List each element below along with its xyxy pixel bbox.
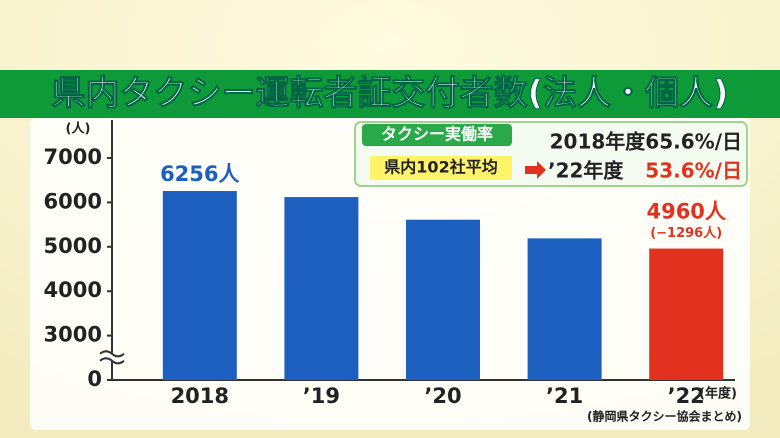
bar: [284, 197, 359, 380]
info-label-bg: [362, 124, 512, 146]
source: (静岡県タクシー協会まとめ): [587, 409, 742, 424]
y-tick-label: 3000: [44, 323, 102, 347]
info-note: 県内102社平均: [384, 158, 497, 177]
value-label: 6256人: [160, 162, 239, 186]
axis-break: [99, 350, 125, 358]
x-tick-label: ’22: [668, 384, 705, 408]
y-tick-label: 0: [87, 367, 102, 391]
y-tick-label: 4000: [44, 278, 102, 302]
info-arrow: [525, 161, 546, 179]
info-label: タクシー実働率: [381, 125, 493, 144]
info-line1: 2018年度65.6%/日: [550, 130, 742, 154]
chart-title: 県内タクシー運転者証交付者数(法人・個人): [51, 74, 728, 114]
title-band: [0, 70, 780, 118]
y-axis-label: (人): [66, 121, 91, 137]
x-tick-label: ’21: [546, 384, 583, 408]
axis-break-gap: [100, 352, 124, 361]
x-axis-label: (年度): [699, 386, 737, 402]
change-label: (−1296人): [650, 225, 722, 241]
bar: [406, 219, 480, 380]
x-tick-label: ’20: [424, 384, 461, 408]
bar: [649, 248, 724, 380]
value-label: 4960人: [646, 200, 725, 224]
bar: [162, 191, 237, 380]
info-box: タクシー実働率 県内102社平均 2018年度65.6%/日 ’22年度 53.…: [354, 121, 748, 187]
bar: [527, 238, 602, 380]
x-tick-label: ’19: [303, 384, 340, 408]
y-tick-label: 5000: [44, 234, 102, 258]
x-tick-label: 2018: [171, 384, 229, 408]
axis-break: [99, 357, 125, 365]
y-tick-label: 7000: [44, 145, 102, 169]
info-line2-year: ’22年度: [548, 159, 624, 183]
y-tick-label: 6000: [44, 189, 102, 213]
info-note-bg: [370, 156, 512, 180]
info-line2-value: 53.6%/日: [645, 159, 742, 183]
